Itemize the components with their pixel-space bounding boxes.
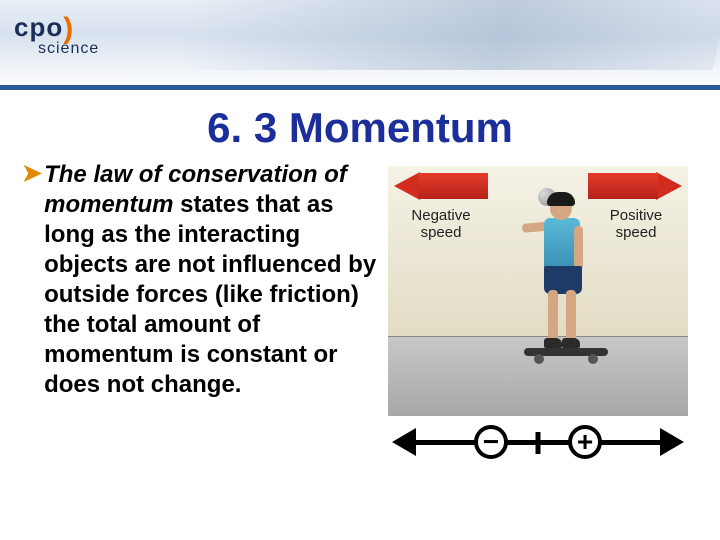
label-negative-speed: Negative speed	[406, 208, 476, 241]
logo-text: cpo	[14, 12, 63, 42]
header-banner: cpo) science	[0, 0, 720, 90]
logo-brand: cpo)	[14, 10, 99, 44]
shoe-right	[562, 338, 580, 348]
leg-left	[548, 290, 558, 342]
negative-arrow-body-icon	[418, 173, 488, 199]
number-line: − +	[388, 418, 688, 466]
minus-sign-icon: −	[474, 425, 508, 459]
label-positive-speed: Positive speed	[604, 208, 668, 241]
body-rest: states that as long as the interacting o…	[44, 191, 376, 398]
logo: cpo) science	[14, 10, 99, 58]
logo-paren-icon: )	[63, 12, 74, 45]
bullet-item: ➤ The law of conservation of momentum st…	[22, 160, 380, 400]
momentum-figure: Negative speed Positive speed	[388, 166, 688, 466]
shoe-left	[544, 338, 562, 348]
page-title: 6. 3 Momentum	[0, 104, 720, 152]
figure-column: Negative speed Positive speed	[388, 160, 688, 466]
bullet-icon: ➤	[22, 160, 42, 188]
text-column: ➤ The law of conservation of momentum st…	[22, 160, 380, 466]
header-collage	[173, 0, 720, 70]
plus-sign-icon: +	[568, 425, 602, 459]
skateboarder-icon	[508, 196, 608, 366]
body-text: The law of conservation of momentum stat…	[44, 160, 380, 400]
arm-right	[574, 226, 583, 270]
wheel-front	[534, 354, 544, 364]
helmet	[547, 192, 575, 206]
positive-arrow-head-icon	[656, 172, 682, 200]
numberline-origin-tick	[536, 432, 541, 454]
negative-arrow-head-icon	[394, 172, 420, 200]
numberline-arrow-right-icon	[660, 428, 684, 456]
numberline-arrow-left-icon	[392, 428, 416, 456]
wheel-back	[588, 354, 598, 364]
leg-right	[566, 290, 576, 342]
content-area: ➤ The law of conservation of momentum st…	[0, 152, 720, 466]
